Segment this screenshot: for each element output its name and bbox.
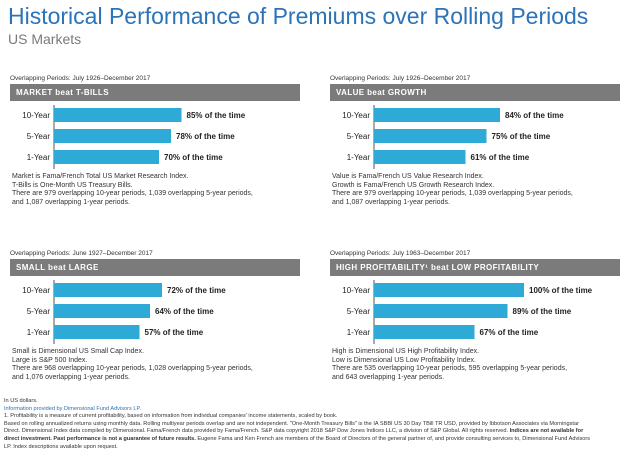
- bar-plot: 10-Year 85% of the time 5-Year 78% of the t…: [10, 105, 300, 169]
- footer-source-link[interactable]: Information provided by Dimensional Fund…: [4, 405, 142, 412]
- bar-chart-svg: 10-Year 100% of the time 5-Year 89% of the …: [342, 280, 593, 344]
- bar: [374, 304, 508, 318]
- footer-text: Direct. Dimensional Index data compiled …: [4, 428, 509, 435]
- chart-panel-value: Overlapping Periods: July 1926–December …: [330, 75, 620, 225]
- value-label: 61% of the time: [471, 153, 530, 162]
- value-label: 67% of the time: [480, 328, 539, 337]
- note-line: and 1,076 overlapping 1-year periods.: [12, 373, 130, 381]
- value-label: 57% of the time: [145, 328, 204, 337]
- panel-title: MARKET beat T-BILLS: [16, 88, 109, 97]
- panel-header: MARKET beat T-BILLS: [10, 84, 300, 101]
- category-label: 5-Year: [347, 307, 371, 316]
- category-label: 5-Year: [347, 132, 371, 141]
- note-line: Market is Fama/French Total US Market Re…: [12, 173, 189, 180]
- footer-line: Based on rolling annualized returns usin…: [4, 420, 579, 427]
- category-label: 5-Year: [27, 132, 51, 141]
- bar: [54, 129, 171, 143]
- value-label: 89% of the time: [513, 307, 572, 316]
- note-line: and 643 overlapping 1-year periods.: [332, 373, 445, 381]
- category-label: 1-Year: [347, 153, 371, 162]
- bar: [54, 108, 182, 122]
- footer-text: Eugene Fama and Ken French are members o…: [197, 435, 591, 442]
- value-label: 85% of the time: [187, 111, 246, 120]
- period-label: Overlapping Periods: June 1927–December …: [10, 250, 153, 257]
- note-line: and 1,087 overlapping 1-year periods.: [12, 198, 130, 206]
- bar-plot: 10-Year 100% of the time 5-Year 89% of the …: [330, 280, 620, 344]
- period-label: Overlapping Periods: July 1963–December …: [330, 250, 471, 257]
- bar: [374, 283, 524, 297]
- note-line: Value is Fama/French US Value Research I…: [332, 173, 484, 180]
- note-line: There are 979 overlapping 10-year period…: [332, 190, 573, 198]
- panel-title: SMALL beat LARGE: [16, 263, 99, 272]
- bar: [374, 325, 475, 339]
- value-label: 84% of the time: [505, 111, 564, 120]
- panel-notes: High is Dimensional US High Profitabilit…: [332, 348, 567, 382]
- value-label: 70% of the time: [164, 153, 223, 162]
- note-line: Small is Dimensional US Small Cap Index.: [12, 348, 144, 355]
- bar: [54, 150, 159, 164]
- footer-line: 1. Profitability is a measure of current…: [4, 413, 338, 420]
- note-line: Growth is Fama/French US Growth Research…: [332, 181, 495, 189]
- page-title: Historical Performance of Premiums over …: [8, 3, 589, 29]
- panel-notes: Small is Dimensional US Small Cap Index.…: [12, 348, 253, 382]
- panel-title: VALUE beat GROWTH: [336, 88, 427, 97]
- footer-disclosures: In US dollars. Information provided by D…: [4, 398, 620, 451]
- panel-notes: Value is Fama/French US Value Research I…: [332, 173, 573, 207]
- value-label: 64% of the time: [155, 307, 214, 316]
- footer-bold-text: Indices are not available for: [509, 428, 584, 435]
- panel-header: VALUE beat GROWTH: [330, 84, 620, 101]
- panel-header: HIGH PROFITABILITY¹ beat LOW PROFITABILI…: [330, 259, 620, 276]
- note-line: Large is S&P 500 Index.: [12, 356, 88, 364]
- note-line: High is Dimensional US High Profitabilit…: [332, 348, 480, 355]
- page-subtitle: US Markets: [8, 31, 82, 47]
- footer-line: LP. Index descriptions available upon re…: [4, 443, 118, 450]
- panel-notes: Market is Fama/French Total US Market Re…: [12, 173, 253, 207]
- bar: [374, 129, 487, 143]
- note-line: Low is Dimensional US Low Profitability …: [332, 356, 476, 364]
- note-line: There are 535 overlapping 10-year period…: [332, 365, 568, 373]
- footer-line: Direct. Dimensional Index data compiled …: [4, 428, 620, 436]
- bar: [374, 150, 466, 164]
- period-label: Overlapping Periods: July 1926–December …: [10, 75, 151, 82]
- note-line: and 1,087 overlapping 1-year periods.: [332, 198, 450, 206]
- bar-plot: 10-Year 84% of the time 5-Year 75% of the t…: [330, 105, 620, 169]
- category-label: 5-Year: [27, 307, 51, 316]
- chart-panel-market: Overlapping Periods: July 1926–December …: [10, 75, 300, 225]
- value-label: 75% of the time: [492, 132, 551, 141]
- bar-chart-svg: 10-Year 84% of the time 5-Year 75% of the t…: [342, 105, 564, 169]
- period-label: Overlapping Periods: July 1926–December …: [330, 75, 471, 82]
- category-label: 10-Year: [342, 111, 370, 120]
- bar-plot: 10-Year 72% of the time 5-Year 64% of the t…: [10, 280, 300, 344]
- category-label: 1-Year: [27, 328, 51, 337]
- bar-chart-svg: 10-Year 85% of the time 5-Year 78% of the t…: [22, 105, 246, 169]
- note-line: T-Bills is One-Month US Treasury Bills.: [12, 181, 133, 189]
- footer-bold-text: direct investment. Past performance is n…: [4, 435, 196, 442]
- note-line: There are 979 overlapping 10-year period…: [12, 190, 253, 198]
- category-label: 10-Year: [22, 111, 50, 120]
- value-label: 72% of the time: [167, 286, 226, 295]
- bar: [54, 304, 150, 318]
- category-label: 1-Year: [27, 153, 51, 162]
- value-label: 78% of the time: [176, 132, 235, 141]
- bar: [374, 108, 500, 122]
- chart-panel-profitability: Overlapping Periods: July 1963–December …: [330, 250, 620, 400]
- footer-line: direct investment. Past performance is n…: [4, 436, 620, 444]
- category-label: 10-Year: [342, 286, 370, 295]
- category-label: 10-Year: [22, 286, 50, 295]
- note-line: There are 968 overlapping 10-year period…: [12, 365, 253, 373]
- panel-title: HIGH PROFITABILITY¹ beat LOW PROFITABILI…: [336, 263, 540, 272]
- chart-panel-size: Overlapping Periods: June 1927–December …: [10, 250, 300, 400]
- footer-line: In US dollars.: [4, 398, 38, 404]
- bar: [54, 325, 140, 339]
- bar: [54, 283, 162, 297]
- category-label: 1-Year: [347, 328, 371, 337]
- bar-chart-svg: 10-Year 72% of the time 5-Year 64% of the t…: [22, 280, 226, 344]
- value-label: 100% of the time: [529, 286, 593, 295]
- panel-header: SMALL beat LARGE: [10, 259, 300, 276]
